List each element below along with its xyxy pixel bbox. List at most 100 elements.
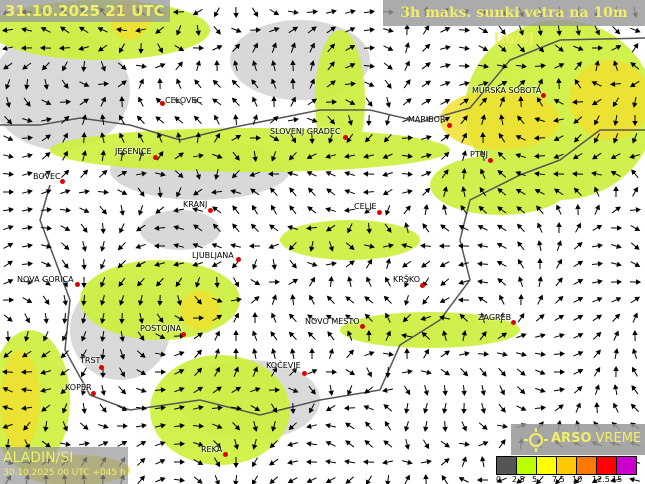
wind-arrow <box>3 135 14 141</box>
city-label: KRŠKO <box>393 275 420 284</box>
wind-arrow <box>366 114 372 127</box>
city-label: KRANJ <box>183 200 208 209</box>
wind-arrow <box>480 456 486 468</box>
wind-arrow <box>118 43 125 54</box>
wind-arrow <box>364 439 374 448</box>
wind-arrow <box>2 207 14 213</box>
wind-arrow <box>441 151 450 160</box>
wind-arrow <box>442 186 448 197</box>
wind-arrow <box>535 205 544 215</box>
wind-arrow <box>458 27 471 33</box>
wind-arrow <box>479 331 487 341</box>
wind-arrow <box>403 79 411 89</box>
wind-arrow <box>233 6 239 19</box>
wind-arrow <box>192 261 203 267</box>
wind-arrow <box>345 27 356 33</box>
wind-arrow <box>81 294 87 307</box>
legend-swatch <box>557 457 577 474</box>
wind-arrow <box>100 61 106 72</box>
wind-arrow <box>477 296 488 304</box>
wind-arrow <box>156 150 164 161</box>
wind-arrow <box>613 330 619 341</box>
wind-arrow <box>269 187 278 197</box>
wind-arrow <box>269 440 278 449</box>
wind-arrow <box>250 296 260 304</box>
wind-arrow <box>480 312 486 323</box>
wind-arrow <box>612 26 621 35</box>
wind-arrow <box>271 42 277 53</box>
wind-arrow <box>135 27 146 33</box>
wind-arrow <box>613 60 619 71</box>
wind-arrow <box>5 79 11 90</box>
wind-arrow <box>136 387 147 393</box>
wind-arrow <box>497 351 508 357</box>
wind-arrow <box>40 207 53 213</box>
wind-arrow <box>421 62 431 70</box>
wind-arrow <box>442 420 448 433</box>
wind-arrow <box>173 207 185 213</box>
wind-arrow <box>477 351 490 357</box>
city-marker <box>302 371 307 376</box>
wind-arrow <box>99 205 107 215</box>
wind-arrow <box>517 115 525 125</box>
wind-arrow <box>79 81 90 87</box>
wind-arrow <box>497 170 507 178</box>
arso-logo: ARSO VREME <box>511 424 645 455</box>
wind-arrow <box>613 185 619 198</box>
legend-swatch <box>517 457 537 474</box>
wind-arrow <box>61 115 70 124</box>
wind-arrow <box>518 276 524 287</box>
wind-arrow <box>252 457 258 468</box>
wind-arrow <box>117 405 128 411</box>
legend-tick: 15 <box>612 475 623 484</box>
wind-arrow <box>81 114 87 125</box>
wind-arrow <box>442 403 448 414</box>
wind-arrow <box>632 133 638 144</box>
wind-arrow <box>2 189 15 195</box>
wind-arrow <box>592 331 602 340</box>
wind-arrow <box>421 331 430 340</box>
wind-arrow <box>24 313 30 324</box>
city-label: JESENICE <box>115 147 152 156</box>
wind-arrow <box>271 366 278 377</box>
wind-arrow <box>41 134 51 142</box>
wind-arrow <box>62 331 68 342</box>
wind-arrow <box>461 402 467 415</box>
wind-arrow <box>118 277 126 287</box>
wind-arrow <box>498 25 506 35</box>
wind-arrow <box>480 150 486 161</box>
wind-arrow <box>193 224 203 232</box>
wind-arrow <box>461 150 467 161</box>
model-name: ALADIN/SI <box>3 450 74 466</box>
wind-arrow <box>138 205 144 216</box>
wind-arrow <box>499 294 505 305</box>
wind-arrow <box>401 171 414 177</box>
wind-arrow <box>233 474 239 484</box>
wind-arrow <box>288 387 299 393</box>
wind-arrow <box>632 186 638 197</box>
wind-arrow <box>117 260 126 269</box>
city-marker <box>181 332 186 337</box>
wind-arrow <box>555 277 563 287</box>
wind-arrow <box>252 421 258 432</box>
wind-arrow <box>498 367 506 377</box>
wind-arrow <box>192 45 205 51</box>
wind-arrow <box>364 134 373 143</box>
wind-arrow <box>613 384 619 396</box>
wind-arrow <box>325 404 336 412</box>
city-marker <box>75 282 80 287</box>
wind-arrow <box>345 99 356 105</box>
legend-tick: 7.5 <box>552 475 565 484</box>
wind-arrow <box>345 242 355 250</box>
wind-arrow <box>155 477 166 483</box>
wind-arrow <box>556 258 563 269</box>
wind-arrow <box>306 153 317 159</box>
brand-bold: ARSO <box>551 431 592 446</box>
wind-arrow <box>441 169 449 179</box>
wind-arrow <box>325 153 336 159</box>
wind-arrow <box>630 62 640 70</box>
wind-arrow <box>62 421 68 432</box>
wind-arrow <box>479 367 487 377</box>
wind-arrow <box>610 225 623 231</box>
wind-arrow <box>154 369 167 375</box>
